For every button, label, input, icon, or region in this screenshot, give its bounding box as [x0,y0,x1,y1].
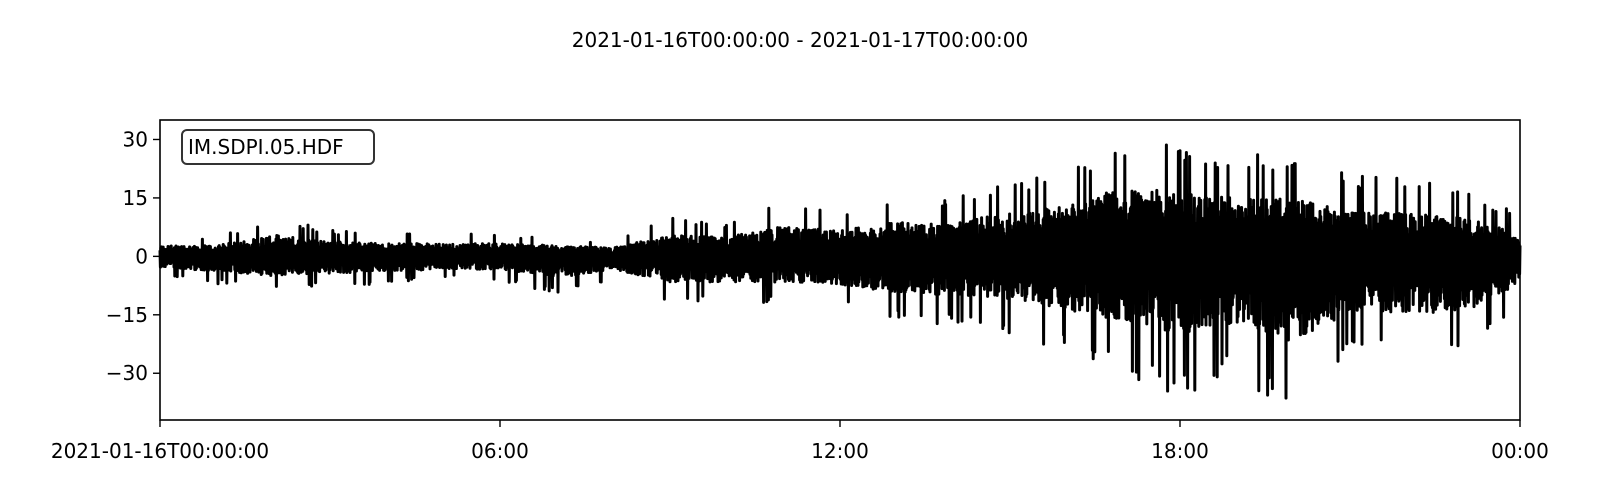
y-tick-label: 15 [123,186,148,210]
x-tick-label: 2021-01-16T00:00:00 [51,439,269,463]
legend-box: IM.SDPI.05.HDF [181,129,375,165]
y-tick-label: 0 [135,244,148,268]
x-tick-label: 18:00 [1151,439,1209,463]
seismogram-trace [158,143,1522,400]
chart-title: 2021-01-16T00:00:00 - 2021-01-17T00:00:0… [572,28,1028,52]
seismogram-trace-group [158,143,1522,400]
x-tick-label: 00:00 [1491,439,1549,463]
y-axis: 30 15 0 −15 −30 [106,127,160,385]
y-tick-label: −30 [106,361,148,385]
legend-frame [181,129,375,165]
x-axis: 2021-01-16T00:00:00 06:00 12:00 18:00 00:00 [51,420,1549,463]
x-tick-label: 06:00 [471,439,529,463]
x-tick-label: 12:00 [811,439,869,463]
y-tick-label: −15 [106,303,148,327]
y-tick-label: 30 [123,127,148,151]
legend-series-label: IM.SDPI.05.HDF [188,135,344,159]
